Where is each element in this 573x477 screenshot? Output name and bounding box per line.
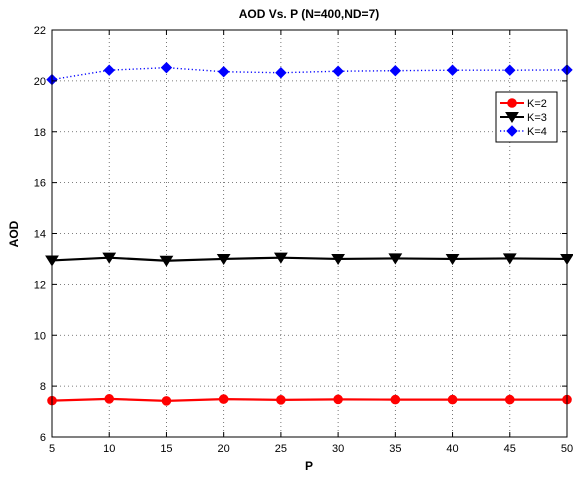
data-point-k-3 [388, 253, 403, 265]
x-tick-label: 15 [160, 443, 172, 455]
series-layer [45, 61, 573, 406]
legend-item-k-3: K=3 [500, 112, 547, 124]
y-tick-label: 16 [34, 178, 46, 190]
x-tick-label: 50 [561, 443, 573, 455]
y-tick-label: 8 [40, 381, 46, 393]
series-k-2 [47, 394, 572, 406]
y-tick-label: 14 [34, 229, 46, 241]
tick-layer: 5 10 15 20 25 30 35 40 45 50 6 8 10 12 14 16 18 20 22 [34, 25, 573, 455]
y-tick-label: 12 [34, 279, 46, 291]
legend-label-k-4: K=4 [527, 126, 547, 138]
series-line-k-2 [51, 397, 567, 402]
data-point-k-2 [447, 394, 458, 405]
legend-label-k-3: K=3 [527, 112, 547, 124]
data-point-k-3 [102, 252, 117, 264]
data-point-k-4 [217, 66, 230, 78]
data-point-k-3 [445, 253, 460, 265]
data-point-k-2 [104, 394, 115, 404]
legend-items: K=2 K=3 K=4 [500, 98, 547, 138]
x-tick-label: 10 [103, 443, 115, 455]
data-point-k-4 [275, 67, 287, 79]
data-point-k-3 [273, 252, 288, 264]
y-axis-label: AOD [7, 220, 21, 247]
legend-marker-k-2 [507, 98, 517, 108]
data-point-k-4 [389, 64, 402, 77]
x-tick-label: 45 [504, 443, 516, 455]
x-tick-label: 30 [332, 443, 344, 455]
x-tick-label: 40 [446, 443, 458, 455]
data-point-k-4 [103, 64, 115, 76]
x-axis-label: P [305, 459, 313, 473]
legend-marker-k-3 [505, 112, 519, 124]
data-point-k-3 [159, 255, 174, 267]
series-k-4 [46, 61, 573, 86]
data-point-k-4 [504, 64, 516, 76]
data-point-k-2 [218, 394, 229, 404]
data-point-k-2 [390, 394, 401, 405]
series-line-k-3 [51, 256, 568, 262]
data-point-k-2 [504, 394, 515, 405]
legend-marker-k-4 [506, 125, 518, 137]
legend-label-k-2: K=2 [527, 98, 547, 110]
x-tick-label: 20 [218, 443, 230, 455]
y-tick-label: 22 [34, 25, 46, 37]
legend-item-k-4: K=4 [500, 125, 547, 138]
y-tick-label: 20 [34, 76, 46, 88]
series-line-k-4 [51, 66, 568, 81]
data-point-k-4 [160, 61, 173, 74]
y-tick-label: 6 [40, 432, 46, 444]
series-k-3 [45, 252, 573, 267]
data-point-k-3 [216, 253, 231, 265]
data-point-k-4 [446, 64, 459, 76]
data-point-k-2 [161, 396, 172, 406]
data-point-k-2 [276, 395, 286, 405]
y-tick-label: 18 [34, 127, 46, 139]
x-tick-label: 25 [275, 443, 287, 455]
data-point-k-3 [502, 253, 517, 265]
chart-title: AOD Vs. P (N=400,ND=7) [239, 7, 380, 21]
data-point-k-3 [331, 253, 346, 265]
x-tick-label: 5 [49, 443, 55, 455]
data-point-k-2 [333, 394, 343, 405]
x-tick-label: 35 [389, 443, 401, 455]
y-tick-label: 10 [34, 330, 46, 342]
legend: K=2 K=3 K=4 [495, 91, 558, 143]
data-point-k-4 [332, 65, 344, 77]
legend-item-k-2: K=2 [500, 98, 547, 110]
